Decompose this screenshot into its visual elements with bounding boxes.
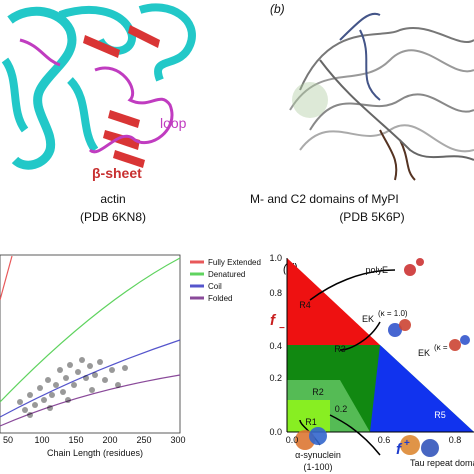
x-tick-label: 0.8 [449,435,462,445]
x-tick-label: 50 [3,435,13,445]
legend-label: Folded [208,294,232,303]
phase-diagram [286,258,474,457]
y-tick-label: 0.8 [269,288,282,298]
region-label: R2 [312,387,324,397]
panel-tag: (b) [270,2,285,16]
y-tick-label: 1.0 [269,253,282,263]
annotation: α-synuclein [295,450,341,460]
model-curve [0,257,181,403]
region-label: R3 [334,344,346,354]
loop-label: loop [160,115,187,131]
region-label: R5 [434,410,446,420]
model-curve [0,339,181,418]
x-axis-label: f [396,441,403,458]
annotation: polyE [365,265,388,275]
x-tick-label: 100 [34,435,49,445]
caption: M- and C2 domains of MyPI [250,192,399,206]
x-tick-label: 0.0 [286,435,299,445]
x-axis-label-sign: + [404,438,410,449]
region-label: R1 [305,417,317,427]
y-axis-label-sign: − [279,323,285,334]
x-tick-label: 200 [102,435,117,445]
caption: actin [100,192,125,206]
y-tick-label: 0.2 [269,373,282,383]
x-tick-label: 0.2 [335,404,348,414]
annotation: EK [362,314,374,324]
model-curve [0,374,181,427]
x-tick-label: 0.6 [378,435,391,445]
actin-structure [1,3,196,170]
model-curve [0,255,13,301]
x-tick-label: 150 [68,435,83,445]
y-axis-label: f [270,312,277,329]
y-tick-label: 0.4 [269,341,282,351]
x-tick-label: 300 [170,435,185,445]
annotation: (κ = 1.0) [378,309,408,318]
annotation: (κ = [434,343,448,352]
annotation: Tau repeat doma [410,458,474,468]
chain-length-plot: Fully Extended Denatured Coil Folded [0,254,261,434]
caption: (PDB 6KN8) [80,210,146,224]
mypi-ensemble [289,12,474,181]
sheet-label: β-sheet [92,165,142,181]
region-label: R4 [299,300,311,310]
annotation: EK [418,348,430,358]
y-tick-label: 0.0 [269,427,282,437]
legend-label: Coil [208,282,222,291]
legend-label: Denatured [208,270,245,279]
annotation: (1-100) [303,462,332,472]
x-axis-label: Chain Length (residues) [47,448,143,458]
x-tick-label: 250 [136,435,151,445]
legend-label: Fully Extended [208,258,261,267]
caption: (PDB 5K6P) [339,210,404,224]
